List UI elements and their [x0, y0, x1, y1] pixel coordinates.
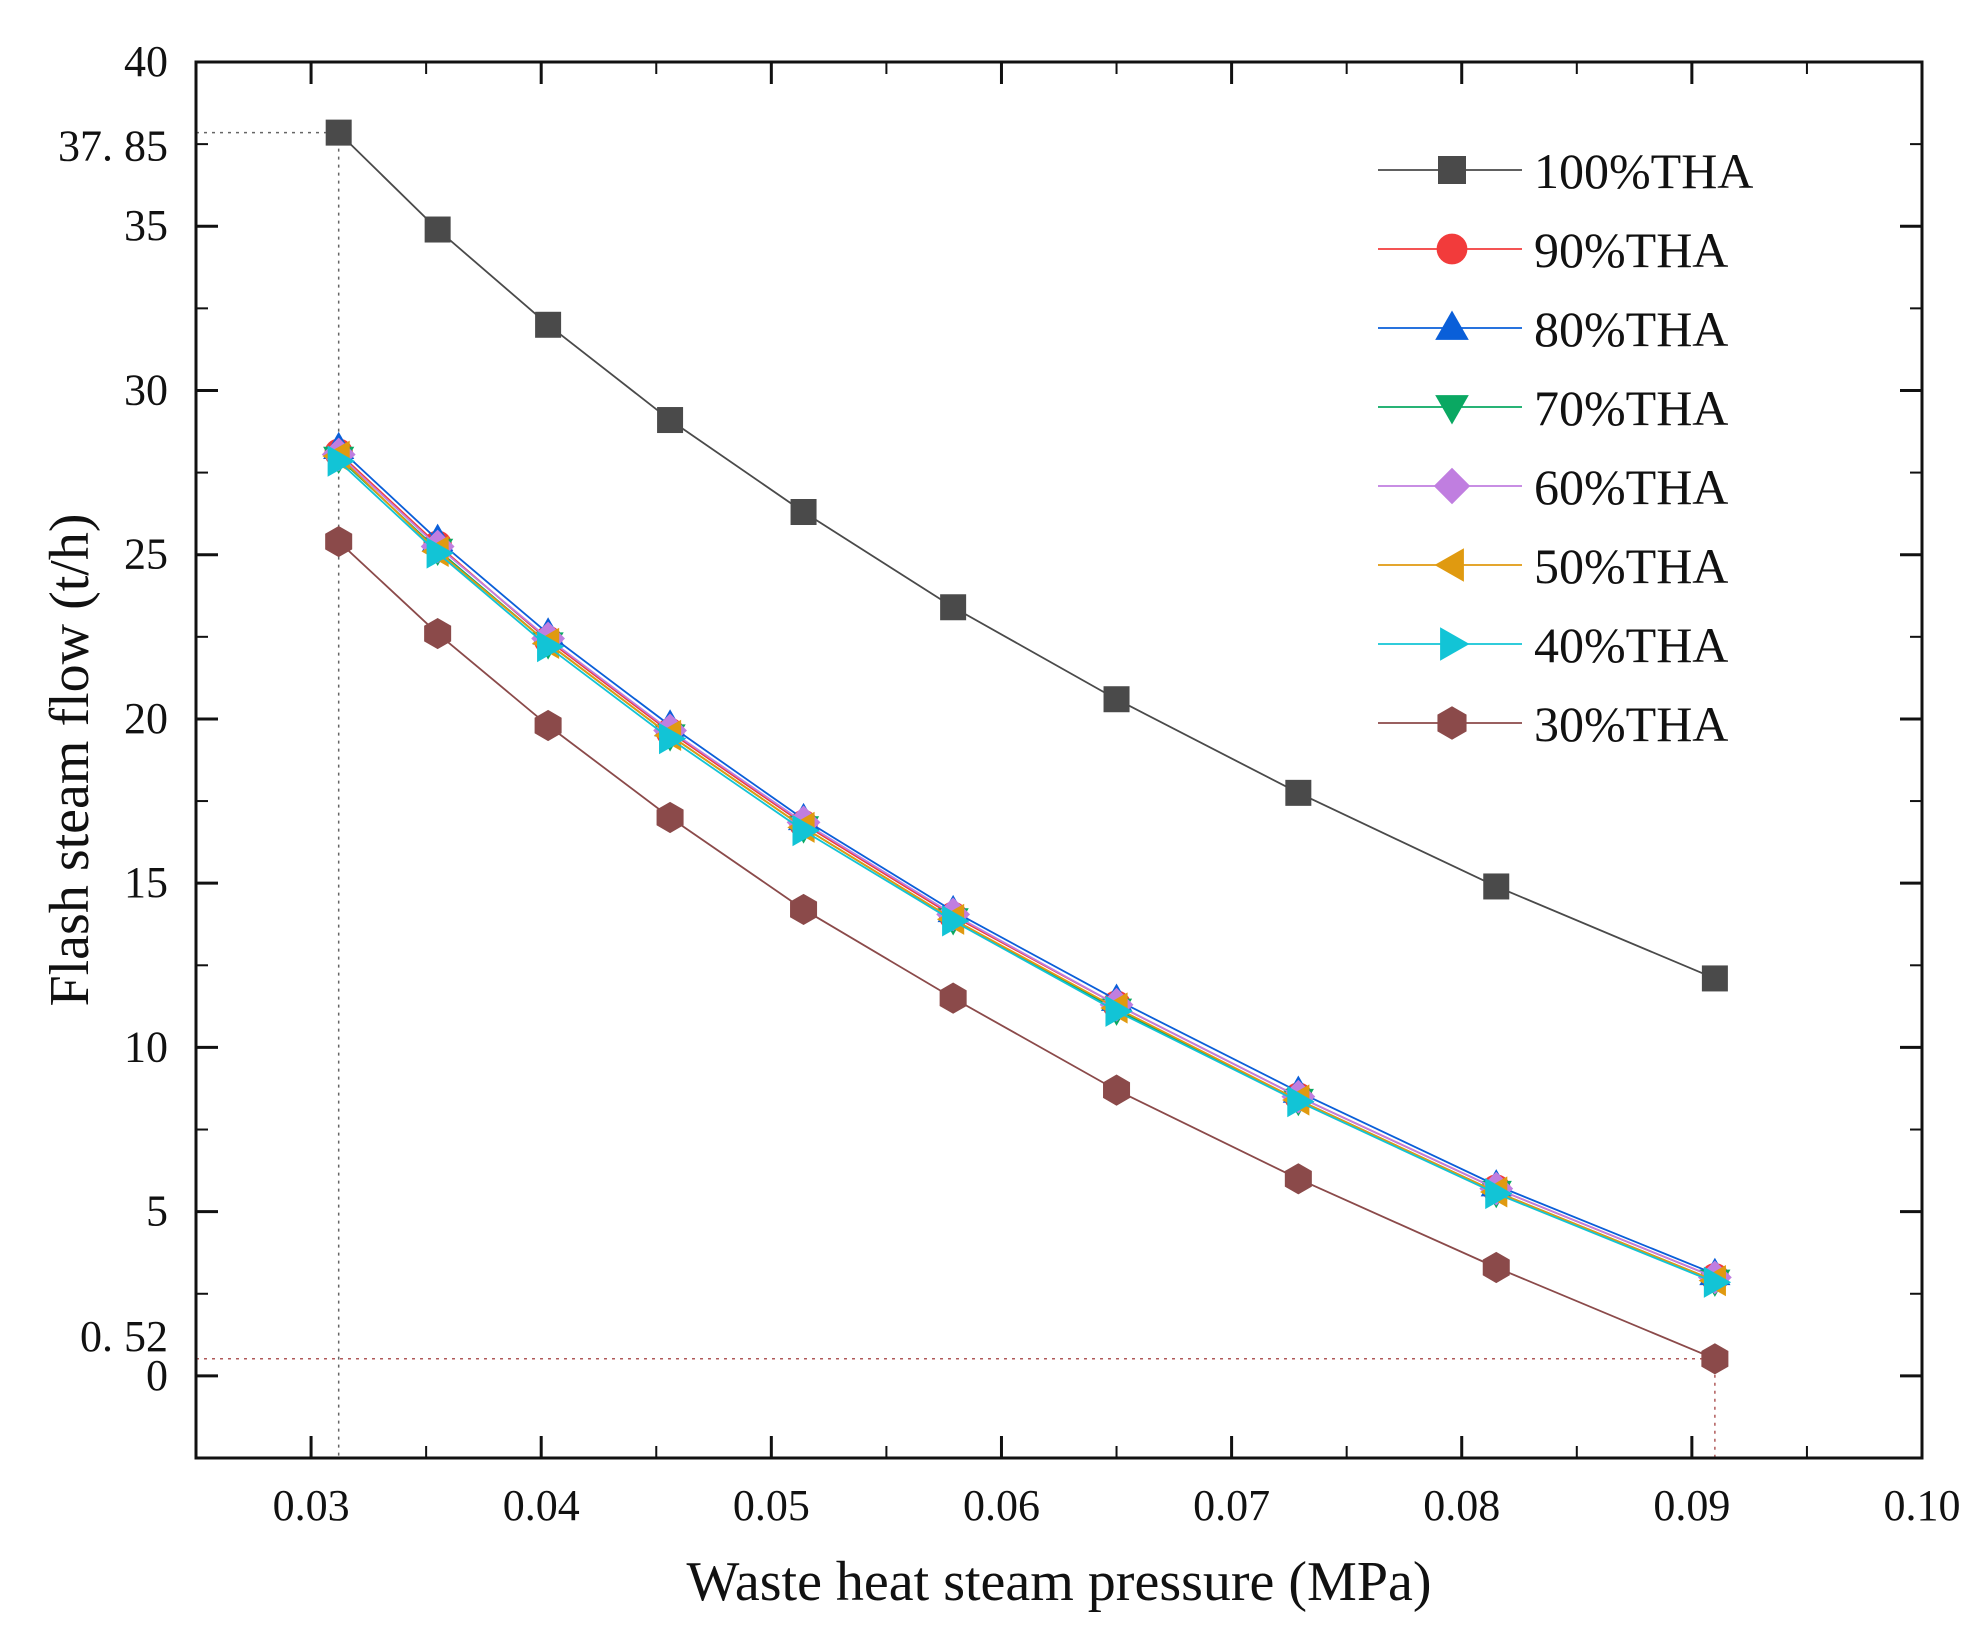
x-tick-label-1: 0.04: [503, 1481, 580, 1530]
legend-marker-60%THA: [1433, 467, 1471, 505]
point-100%THA-4: [790, 499, 817, 526]
legend-item-40%THA: 40%THA: [1378, 617, 1728, 673]
legend-item-60%THA: 60%THA: [1378, 459, 1728, 515]
point-30%THA-2: [534, 709, 562, 742]
point-40%THA-8: [1485, 1177, 1513, 1210]
series-line-30%THA: [338, 540, 1716, 1360]
legend-label-90%THA: 90%THA: [1534, 222, 1728, 278]
point-100%THA-5: [940, 594, 967, 621]
y-axis-title: Flash steam flow (t/h): [39, 513, 101, 1006]
legend-marker-100%THA: [1438, 156, 1466, 184]
series-60%THA: [321, 437, 1732, 1295]
series-line-40%THA: [338, 460, 1716, 1284]
legend-item-90%THA: 90%THA: [1378, 222, 1728, 278]
annotation-label-0: 37. 85: [58, 122, 168, 171]
point-100%THA-6: [1103, 686, 1130, 713]
legend-marker-30%THA: [1437, 706, 1467, 740]
y-tick-label-0: 0: [146, 1351, 168, 1400]
x-tick-label-2: 0.05: [733, 1481, 810, 1530]
series-100%THA: [325, 119, 1728, 992]
point-30%THA-4: [790, 893, 818, 926]
y-tick-label-7: 35: [124, 201, 168, 250]
legend-label-80%THA: 80%THA: [1534, 301, 1728, 357]
legend-marker-70%THA: [1435, 395, 1469, 425]
series-lines: [321, 119, 1732, 1375]
plot-frame: [194, 60, 1924, 1460]
legend-item-80%THA: 80%THA: [1378, 301, 1728, 357]
point-30%THA-5: [939, 982, 967, 1014]
series-line-60%THA: [338, 453, 1716, 1279]
series-line-100%THA: [338, 131, 1716, 980]
point-40%THA-3: [659, 723, 687, 755]
series-line-80%THA: [338, 447, 1716, 1275]
point-40%THA-4: [792, 815, 820, 847]
legend-label-60%THA: 60%THA: [1534, 459, 1728, 515]
series-80%THA: [323, 431, 1731, 1286]
point-100%THA-8: [1483, 873, 1510, 900]
point-30%THA-1: [424, 617, 452, 650]
series-line-90%THA: [338, 452, 1716, 1279]
series-50%THA: [322, 440, 1726, 1297]
x-tick-label-3: 0.06: [963, 1481, 1040, 1530]
series-40%THA: [327, 445, 1732, 1298]
legend-item-100%THA: 100%THA: [1378, 143, 1753, 199]
axis-ticks: 0.03 0.04 0.05 0.06 0.07 0.08 0.09 0.10 0 5 10 15 20…: [124, 37, 1961, 1530]
legend-item-70%THA: 70%THA: [1378, 380, 1728, 436]
point-40%THA-5: [942, 905, 970, 937]
y-tick-label-4: 20: [124, 694, 168, 743]
series-line-70%THA: [338, 457, 1716, 1282]
y-tick-label-5: 25: [124, 530, 168, 579]
x-tick-label-6: 0.09: [1653, 1481, 1730, 1530]
legend-label-50%THA: 50%THA: [1534, 538, 1728, 594]
series-90%THA: [324, 438, 1730, 1292]
point-40%THA-6: [1105, 995, 1133, 1027]
y-tick-label-1: 5: [146, 1187, 168, 1236]
series-70%THA: [323, 446, 1731, 1297]
point-40%THA-2: [537, 631, 565, 663]
legend-item-30%THA: 30%THA: [1378, 696, 1728, 752]
point-40%THA-7: [1287, 1086, 1315, 1118]
point-30%THA-8: [1482, 1251, 1510, 1284]
legend-marker-90%THA: [1436, 233, 1468, 265]
point-40%THA-1: [426, 537, 454, 569]
point-30%THA-0: [325, 525, 353, 558]
point-30%THA-6: [1103, 1074, 1131, 1106]
y-tick-label-3: 15: [124, 858, 168, 907]
annotation-label-1: 0. 52: [80, 1312, 168, 1361]
legend-marker-50%THA: [1434, 548, 1464, 582]
legend-label-100%THA: 100%THA: [1534, 143, 1753, 199]
legend-marker-40%THA: [1440, 627, 1470, 661]
point-30%THA-9: [1701, 1343, 1729, 1375]
legend: 100%THA 90%THA 80%THA 70%THA 60%THA 50%THA 40%…: [1378, 143, 1753, 752]
legend-item-50%THA: 50%THA: [1378, 538, 1728, 594]
y-tick-label-8: 40: [124, 37, 168, 86]
point-30%THA-7: [1284, 1163, 1312, 1195]
legend-marker-80%THA: [1435, 310, 1469, 340]
legend-label-70%THA: 70%THA: [1534, 380, 1728, 436]
point-100%THA-9: [1701, 965, 1728, 992]
x-tick-label-0: 0.03: [273, 1481, 350, 1530]
series-line-50%THA: [338, 455, 1716, 1282]
point-100%THA-2: [535, 311, 562, 338]
point-100%THA-0: [325, 119, 352, 146]
x-axis-title: Waste heat steam pressure (MPa): [686, 1551, 1431, 1613]
y-tick-label-6: 30: [124, 365, 168, 414]
point-100%THA-3: [657, 407, 684, 434]
legend-label-40%THA: 40%THA: [1534, 617, 1728, 673]
legend-label-30%THA: 30%THA: [1534, 696, 1728, 752]
point-100%THA-1: [424, 216, 451, 243]
x-tick-label-5: 0.08: [1423, 1481, 1500, 1530]
point-30%THA-3: [656, 801, 684, 834]
point-40%THA-9: [1703, 1266, 1732, 1298]
y-tick-label-2: 10: [124, 1022, 168, 1071]
annotation-guides: 37. 85 0. 52: [58, 122, 1716, 1458]
series-30%THA: [325, 525, 1729, 1375]
x-tick-label-4: 0.07: [1193, 1481, 1270, 1530]
point-40%THA-0: [327, 445, 355, 477]
point-100%THA-7: [1285, 779, 1312, 806]
x-tick-label-7: 0.10: [1884, 1481, 1961, 1530]
